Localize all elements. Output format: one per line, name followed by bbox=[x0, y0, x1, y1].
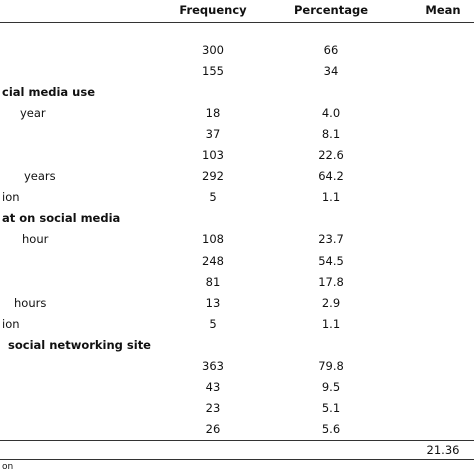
section-label: cial media use bbox=[2, 85, 96, 100]
cell-value: 34 bbox=[323, 64, 339, 79]
cell-value: 23.7 bbox=[318, 232, 344, 247]
section-rule bbox=[0, 440, 474, 441]
cell-value: 79.8 bbox=[318, 358, 344, 373]
cell-value: 108 bbox=[202, 232, 224, 247]
row-label: years bbox=[24, 169, 56, 184]
row-label: hours bbox=[14, 295, 47, 310]
row-label: ion bbox=[2, 190, 20, 205]
cell-value: 43 bbox=[205, 379, 221, 394]
section-label: social networking site bbox=[8, 337, 151, 352]
cell-value: 23 bbox=[205, 400, 221, 415]
cell-value: 2.9 bbox=[321, 295, 341, 310]
cell-value: 5.6 bbox=[321, 421, 341, 436]
cell-value: 1.1 bbox=[321, 316, 341, 331]
bottom-rule bbox=[0, 459, 474, 460]
cell-value: 8.1 bbox=[321, 127, 341, 142]
cell-value: 292 bbox=[202, 169, 224, 184]
cell-value: 248 bbox=[202, 253, 224, 268]
cell-value: 64.2 bbox=[318, 169, 344, 184]
section-label: at on social media bbox=[2, 211, 121, 226]
header-rule bbox=[0, 22, 474, 23]
cell-value: 4.0 bbox=[321, 106, 341, 121]
cell-value: 21.36 bbox=[426, 442, 460, 457]
row-label: ion bbox=[2, 316, 20, 331]
cell-value: 17.8 bbox=[318, 274, 344, 289]
cell-value: 22.6 bbox=[318, 148, 344, 163]
cell-value: 37 bbox=[205, 127, 221, 142]
cell-value: 5.1 bbox=[321, 400, 341, 415]
cell-value: 300 bbox=[202, 43, 224, 57]
row-label: year bbox=[20, 106, 46, 121]
cell-value: 103 bbox=[202, 148, 224, 163]
row-label: hour bbox=[22, 232, 49, 247]
cell-value: 66 bbox=[323, 43, 339, 57]
cell-value: 81 bbox=[205, 274, 221, 289]
cell-value: 1.1 bbox=[321, 190, 341, 205]
cell-value: 9.5 bbox=[321, 379, 341, 394]
column-header: Mean bbox=[425, 3, 461, 17]
cell-value: 54.5 bbox=[318, 253, 344, 268]
cell-value: 155 bbox=[202, 64, 224, 79]
cell-value: 13 bbox=[205, 295, 221, 310]
cell-value: 26 bbox=[205, 421, 221, 436]
cell-value: 363 bbox=[202, 358, 224, 373]
column-header: Percentage bbox=[294, 3, 368, 17]
footnote: on bbox=[2, 462, 14, 472]
cell-value: 5 bbox=[209, 190, 217, 205]
cell-value: 18 bbox=[205, 106, 221, 121]
column-header: Frequency bbox=[179, 3, 247, 17]
cell-value: 5 bbox=[209, 316, 217, 331]
